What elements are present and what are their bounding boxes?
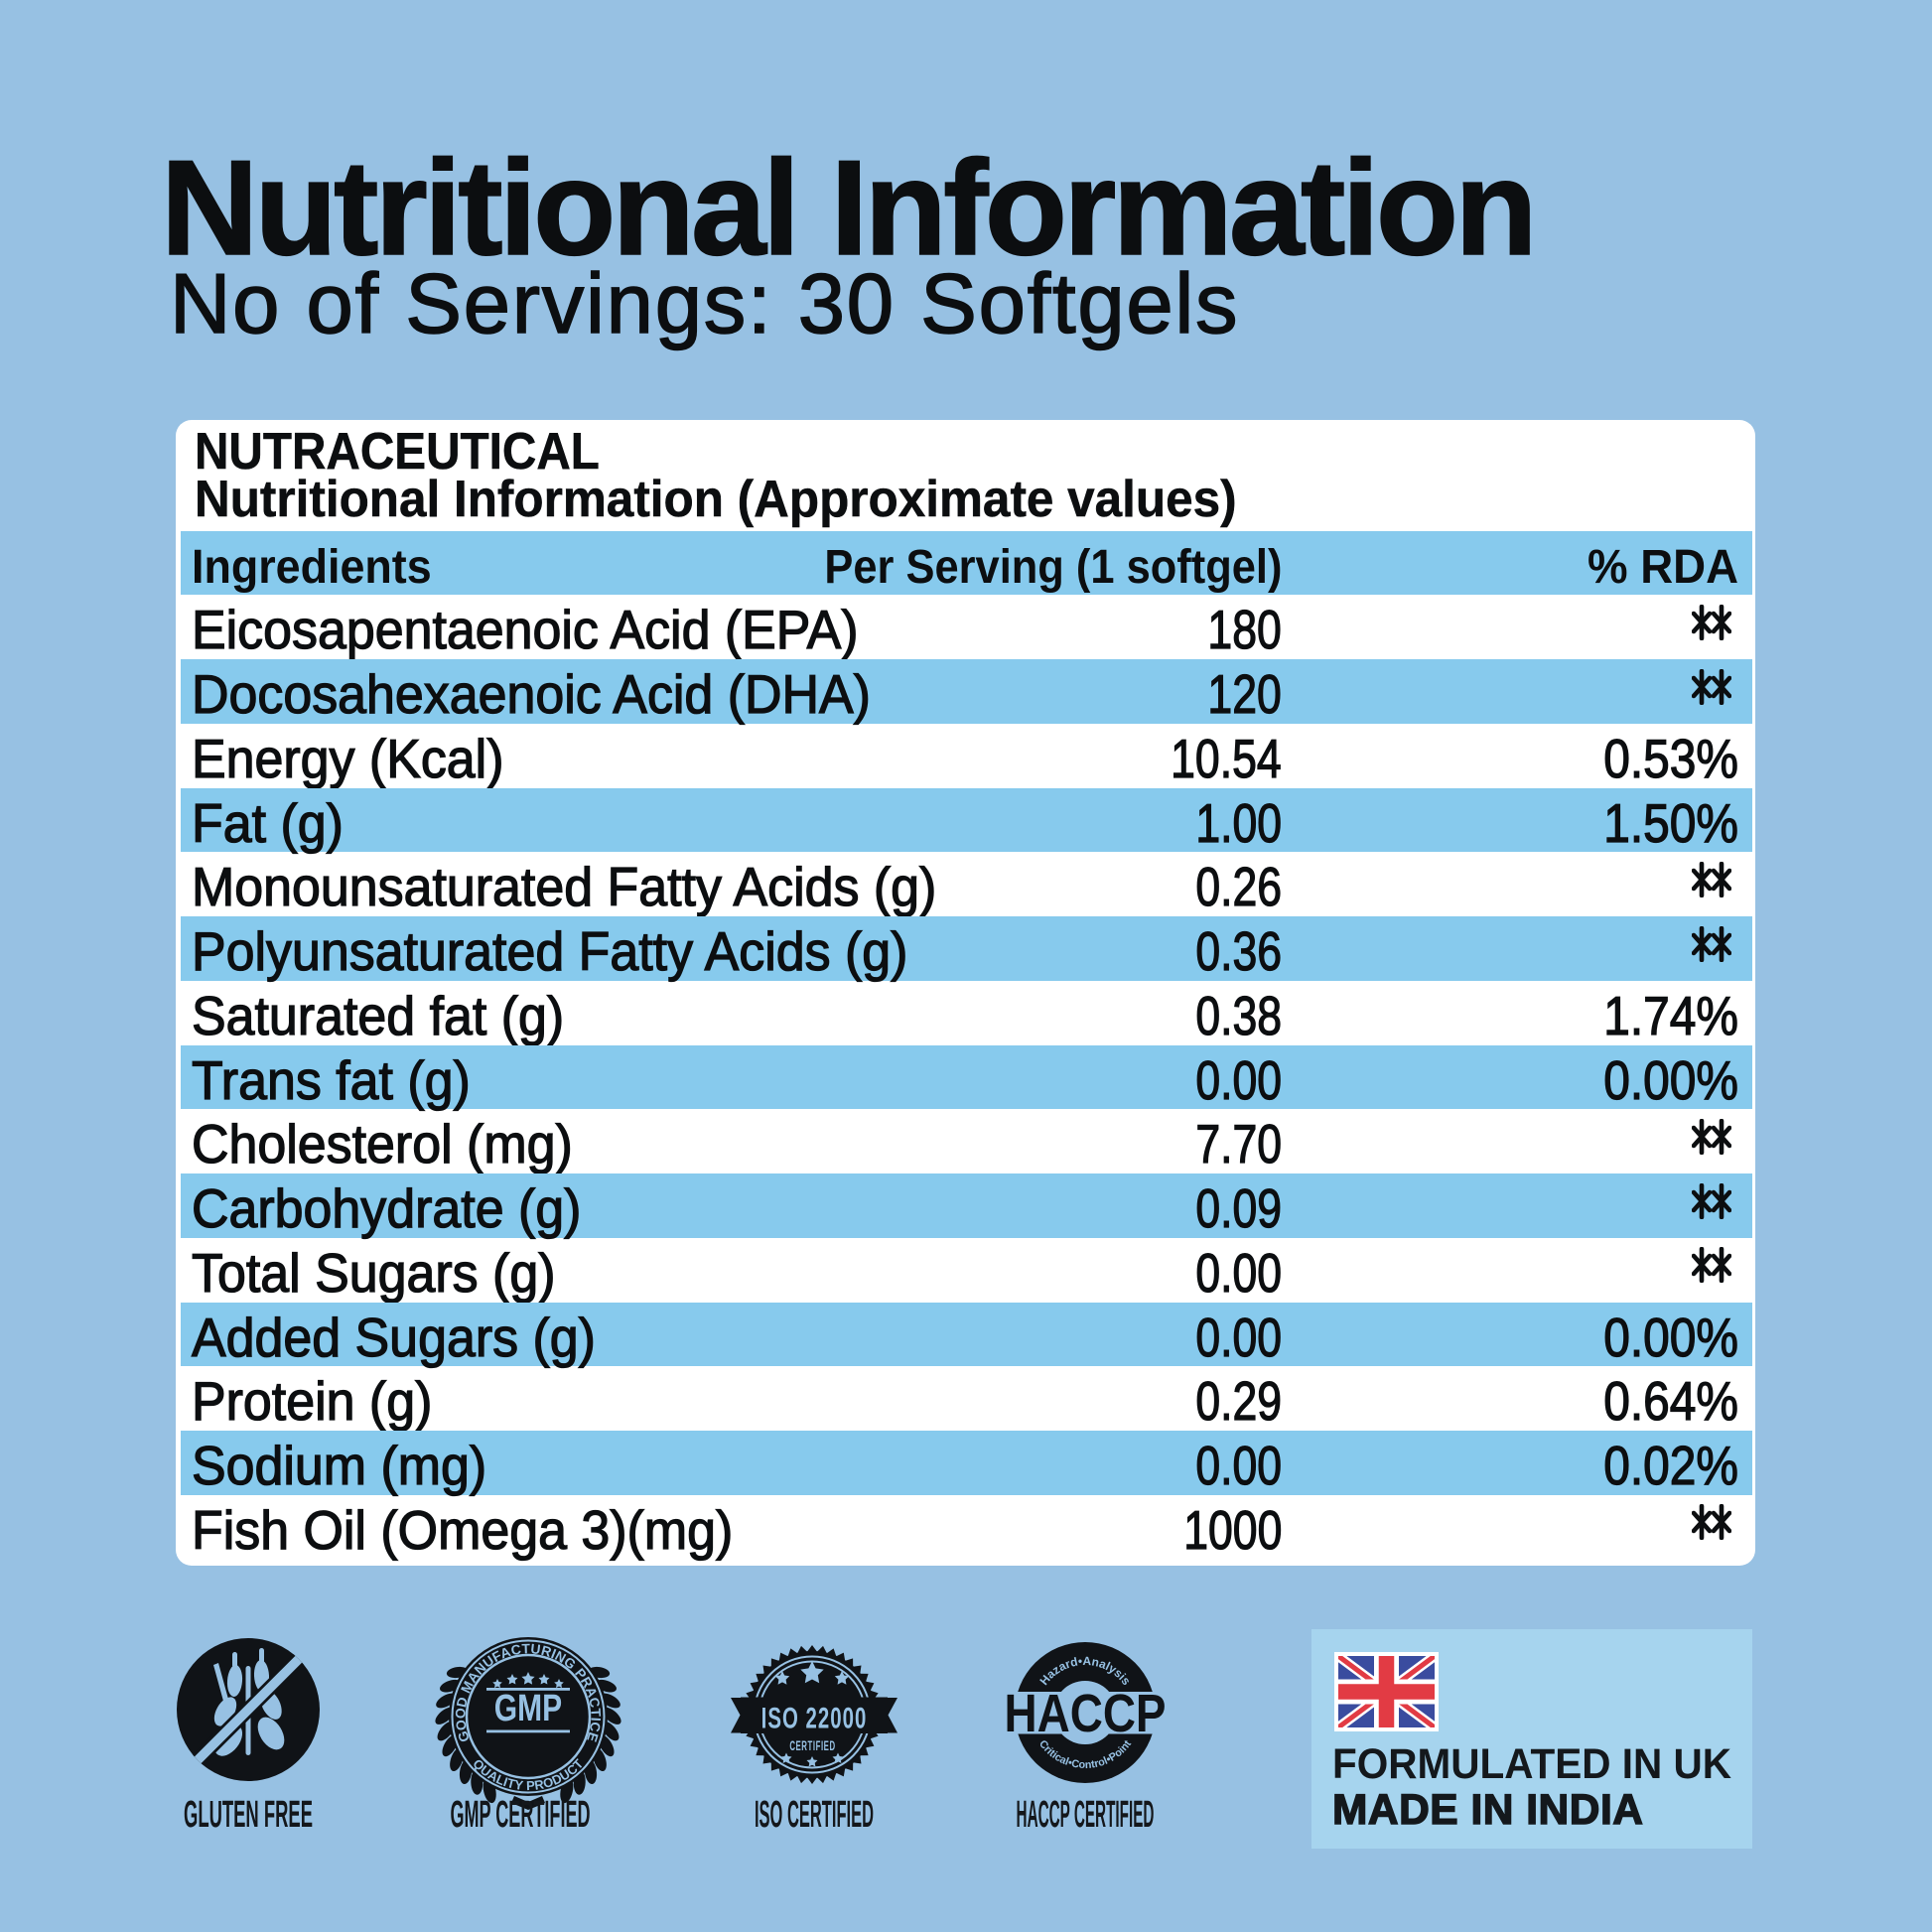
svg-text:CERTIFIED: CERTIFIED [789, 1739, 835, 1754]
svg-text:HACCP: HACCP [1006, 1684, 1165, 1743]
svg-text:GMP: GMP [494, 1688, 562, 1729]
svg-text:ISO 22000: ISO 22000 [761, 1703, 868, 1735]
